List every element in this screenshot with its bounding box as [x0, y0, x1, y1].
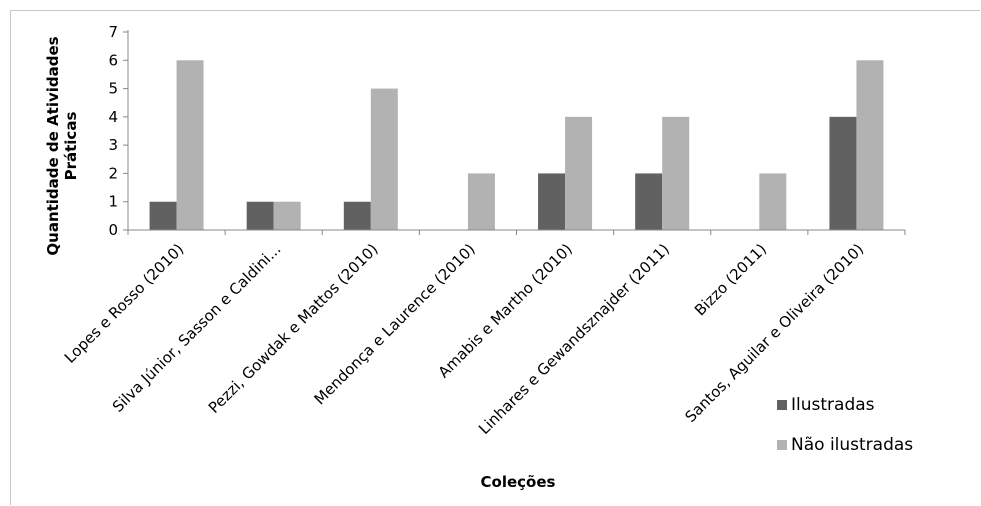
y-tick-label: 3	[108, 136, 118, 154]
y-tick-label: 0	[108, 221, 118, 239]
chart-frame	[10, 10, 980, 505]
bars	[149, 60, 884, 231]
bar-nao-ilustradas	[759, 173, 787, 230]
bar-ilustradas	[538, 173, 566, 230]
bar-nao-ilustradas	[370, 88, 398, 230]
bar-ilustradas	[149, 201, 177, 230]
x-axis-category-labels: Lopes e Rosso (2010)Silva Júnior, Sasson…	[61, 240, 867, 438]
y-tick-label: 5	[108, 80, 118, 98]
bar-ilustradas	[343, 201, 371, 230]
bar-nao-ilustradas	[565, 116, 593, 230]
y-axis-title-line-1: Quantidade de Atividades	[44, 36, 62, 255]
bar-nao-ilustradas	[273, 201, 301, 230]
y-tick-label: 1	[108, 193, 118, 211]
legend: Ilustradas Não ilustradas	[777, 395, 913, 455]
bar-ilustradas	[635, 173, 663, 230]
bar-ilustradas	[246, 201, 274, 230]
bar-nao-ilustradas	[856, 60, 884, 231]
y-tick-label: 7	[108, 23, 118, 41]
y-axis-title-line-2: Práticas	[62, 112, 80, 181]
category-label: Linhares e Gewandsznajder (2011)	[475, 240, 673, 438]
category-label: Mendonça e Laurence (2010)	[311, 240, 479, 408]
category-label: Silva Júnior, Sasson e Caldini...	[109, 240, 285, 416]
axes	[127, 30, 906, 235]
legend-swatch	[777, 400, 787, 410]
bar-nao-ilustradas	[467, 173, 495, 230]
category-label: Bizzo (2011)	[691, 240, 770, 319]
y-axis-ticks: 0 1 2 3 4 5 6 7	[108, 23, 128, 239]
legend-label: Ilustradas	[791, 395, 875, 415]
y-tick-label: 6	[108, 51, 118, 69]
x-axis-title: Coleções	[481, 473, 556, 491]
y-tick-label: 2	[108, 164, 118, 182]
y-axis-title: Quantidade de Atividades Práticas	[44, 36, 80, 255]
legend-swatch	[777, 440, 787, 450]
bar-ilustradas	[829, 116, 857, 230]
y-tick-label: 4	[108, 108, 118, 126]
category-label: Pezzi, Gowdak e Mattos (2010)	[205, 240, 382, 417]
bar-nao-ilustradas	[662, 116, 690, 230]
legend-label: Não ilustradas	[791, 435, 913, 455]
bar-nao-ilustradas	[176, 60, 204, 231]
